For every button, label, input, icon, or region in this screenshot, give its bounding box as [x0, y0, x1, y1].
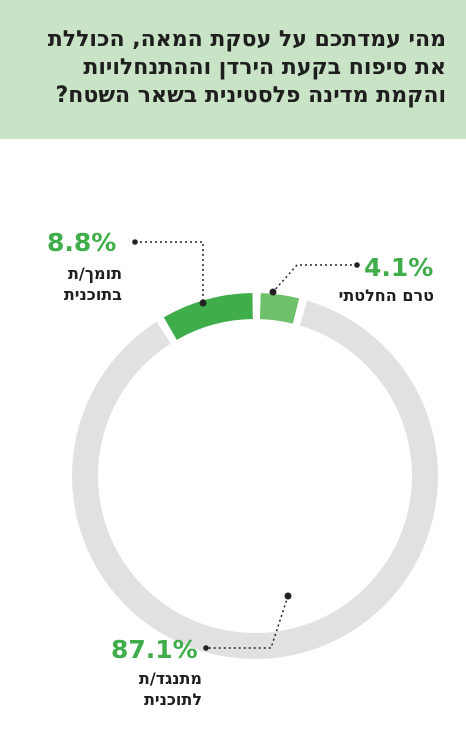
category-label-opponent-line-2: לתוכנית [143, 690, 202, 709]
donut-slice-opponent [72, 300, 439, 660]
leader-line-supporter [132, 239, 207, 307]
percent-label-opponent: 87.1% [111, 635, 198, 664]
percent-label-supporter: 8.8% [47, 228, 117, 257]
category-label-supporter-line-2: בתוכנית [63, 285, 122, 304]
question-header: מהי עמדתכם על עסקת המאה, הכוללת את סיפוח… [0, 0, 466, 139]
question-title-line-2: את סיפוח בקעת הירדן וההתנחלויות [83, 55, 446, 80]
leader-line-opponent [203, 592, 292, 651]
donut-slice-supporter [163, 293, 253, 340]
question-title-line-3: והקמת מדינה פלסטינית בשאר השטח? [55, 83, 446, 108]
category-label-opponent-line-1: מתנגד/ת [138, 669, 202, 688]
leader-line-undecided [269, 262, 360, 296]
percent-label-undecided: 4.1% [364, 253, 434, 282]
category-label-undecided: טרם החלטתי [338, 286, 434, 305]
question-title-line-1: מהי עמדתכם על עסקת המאה, הכוללת [47, 27, 446, 52]
donut-slice-undecided [259, 293, 300, 324]
category-label-supporter-line-1: תומך/ת [67, 264, 122, 283]
